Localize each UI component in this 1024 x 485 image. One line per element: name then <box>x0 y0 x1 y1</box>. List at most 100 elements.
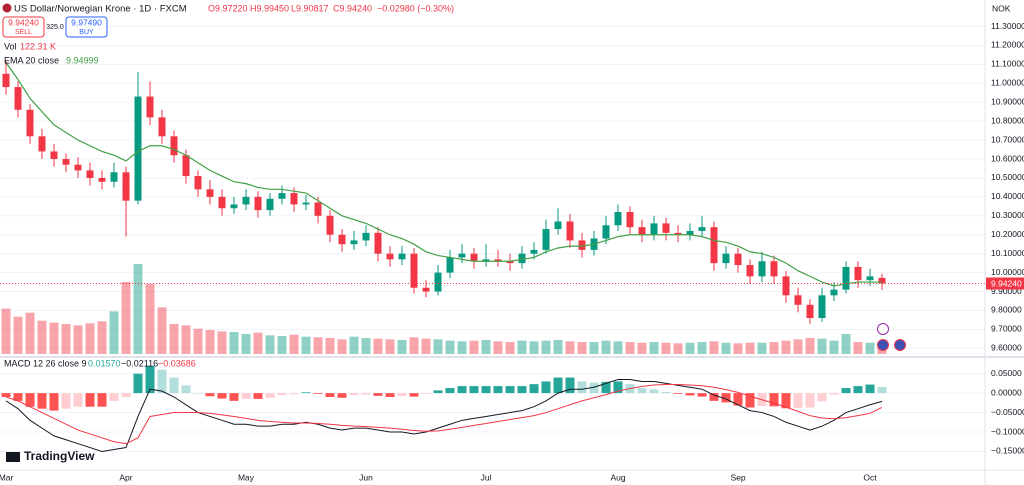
candle-body <box>398 253 406 260</box>
macd-histogram-bar <box>877 387 887 394</box>
y-tick-label: 10.50000 <box>991 172 1024 182</box>
candle-body <box>278 193 286 199</box>
x-tick-label: Apr <box>119 472 132 482</box>
macd-line <box>5 379 883 452</box>
volume-bar <box>349 336 359 354</box>
candle-body <box>866 276 874 281</box>
candle-body <box>158 117 166 137</box>
candle-body <box>842 266 850 290</box>
macd-histogram-bar <box>181 385 191 394</box>
macd-histogram-bar <box>97 393 107 407</box>
candle-body <box>242 196 250 205</box>
volume-bar <box>505 342 515 354</box>
volume-bar <box>769 342 779 354</box>
macd-histogram-bar <box>829 393 839 395</box>
volume-bar <box>289 334 299 354</box>
volume-bar <box>361 338 371 354</box>
volume-bar <box>109 311 119 354</box>
candle-body <box>830 289 838 296</box>
candle-body <box>422 287 430 292</box>
volume-bar <box>145 284 155 354</box>
volume-bar <box>865 342 875 354</box>
volume-bar <box>673 343 683 354</box>
y-tick-label: 10.30000 <box>991 210 1024 220</box>
macd-histogram-bar <box>37 393 47 409</box>
volume-bar <box>397 340 407 354</box>
candle-body <box>86 170 94 178</box>
y-tick-label: 9.80000 <box>991 305 1022 315</box>
candle-body <box>578 240 586 250</box>
macd-histogram-bar <box>817 393 827 402</box>
candle-body <box>134 96 142 201</box>
candle-body <box>518 253 526 264</box>
macd-histogram-bar <box>493 386 503 394</box>
symbol-flag <box>2 3 12 13</box>
macd-histogram-bar <box>661 391 671 394</box>
macd-histogram-bar <box>409 393 419 397</box>
macd-histogram-bar <box>349 393 359 396</box>
candle-body <box>446 257 454 273</box>
macd-histogram-bar <box>433 390 443 394</box>
volume-bar <box>709 341 719 354</box>
macd-histogram-bar <box>109 393 119 401</box>
x-tick-label: Sep <box>730 472 745 482</box>
macd-histogram-bar <box>157 369 167 394</box>
macd-histogram-bar <box>205 393 215 397</box>
candle-body <box>434 272 442 292</box>
x-tick-label: Jun <box>359 472 373 482</box>
volume-bar <box>409 337 419 354</box>
candle-body <box>338 234 346 245</box>
volume-bar <box>169 324 179 354</box>
macd-histogram-bar <box>49 393 59 411</box>
candle-body <box>74 164 82 171</box>
buy-button[interactable] <box>65 16 108 38</box>
x-tick-label: Aug <box>610 472 625 482</box>
candle-body <box>110 172 118 182</box>
volume-bar <box>517 340 527 354</box>
event-icon[interactable] <box>877 323 889 335</box>
event-icon[interactable] <box>894 339 906 351</box>
macd-histogram-bar <box>121 393 131 397</box>
macd-histogram-bar <box>133 373 143 394</box>
candle-body <box>794 295 802 305</box>
macd-histogram-bar <box>853 386 863 394</box>
candle-body <box>854 266 862 281</box>
y-tick-label: 11.00000 <box>991 78 1024 88</box>
candle-body <box>194 176 202 190</box>
logo: TradingView <box>6 449 95 463</box>
volume-bar <box>601 340 611 354</box>
candle-body <box>542 229 550 250</box>
macd-histogram-bar <box>169 377 179 394</box>
volume-bar <box>217 331 227 354</box>
volume-bar <box>301 336 311 354</box>
candle-body <box>362 232 370 241</box>
candle-body <box>302 202 310 205</box>
volume-bar <box>385 339 395 354</box>
macd-histogram-bar <box>649 389 659 394</box>
ohlc-low: L9.90817 <box>291 3 329 13</box>
macd-histogram-bar <box>841 388 851 394</box>
macd-histogram-bar <box>541 381 551 394</box>
candle-body <box>650 223 658 235</box>
sell-button[interactable] <box>2 16 45 38</box>
volume-bar <box>685 342 695 354</box>
x-tick-label: Mar <box>0 472 13 482</box>
candle-body <box>290 193 298 205</box>
candle-body <box>458 253 466 258</box>
candle-body <box>62 159 70 165</box>
buy-label: BUY <box>79 29 94 36</box>
candle-body <box>170 136 178 156</box>
event-icon[interactable] <box>877 339 889 351</box>
macd-histogram-bar <box>601 381 611 394</box>
signal-value: −0.03686 <box>158 358 196 368</box>
candle-body <box>806 304 814 319</box>
volume-bar <box>157 307 167 354</box>
macd-histogram-bar <box>769 393 779 407</box>
macd-histogram-bar <box>577 381 587 394</box>
ohlc-high: H9.99450 <box>250 3 289 13</box>
ohlc-change: −0.02980 (−0.30%) <box>377 3 454 13</box>
volume-bar <box>61 324 71 354</box>
macd-histogram-bar <box>61 393 71 409</box>
candle-body <box>602 225 610 239</box>
